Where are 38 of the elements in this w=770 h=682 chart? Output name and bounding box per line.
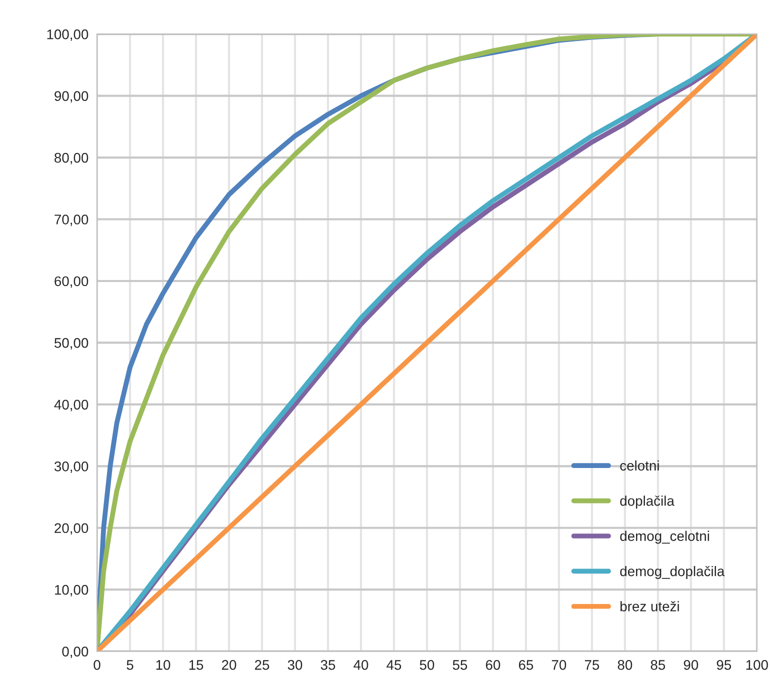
x-tick-label: 80 [618,660,632,670]
x-tick-label: 55 [452,660,468,670]
x-tick-label: 45 [386,660,402,670]
x-tick-label: 0 [94,660,100,670]
x-tick-label: 65 [518,660,534,670]
x-tick-label: 95 [716,660,732,670]
legend-label: celotni [620,460,659,471]
y-tick-label: 40,00 [54,400,88,412]
y-tick-label: 60,00 [54,276,88,288]
y-tick-label: 100,00 [47,29,88,41]
y-tick-label: 90,00 [54,91,88,103]
x-tick-label: 30 [288,660,302,670]
x-tick-label: 40 [354,660,368,670]
x-tick-label: 15 [189,660,204,670]
x-tick-label: 20 [222,660,236,670]
x-tick-label: 75 [584,660,600,670]
x-tick-label: 35 [320,660,336,670]
x-tick-label: 50 [420,660,434,670]
y-tick-label: 80,00 [54,152,88,164]
x-tick-label: 100 [746,660,768,670]
line-series [97,34,757,652]
legend-label: demog_celotni [620,530,710,544]
x-tick-label: 60 [486,660,500,670]
legend-label: demog_doplačila [620,566,725,579]
legend-label: doplačila [620,496,674,509]
y-tick-label: 30,00 [54,461,88,473]
x-tick-label: 10 [156,660,170,670]
x-tick-label: 90 [684,660,698,670]
x-tick-label: 70 [552,660,566,670]
x-tick-label: 85 [650,660,666,670]
y-tick-label: 70,00 [54,214,88,226]
y-tick-label: 50,00 [54,338,88,350]
y-tick-label: 0,00 [62,646,88,658]
y-tick-label: 20,00 [54,523,88,535]
x-tick-label: 25 [254,660,270,670]
legend-label: brez uteži [620,601,679,612]
y-tick-label: 10,00 [54,584,88,596]
x-tick-label: 5 [126,660,134,670]
